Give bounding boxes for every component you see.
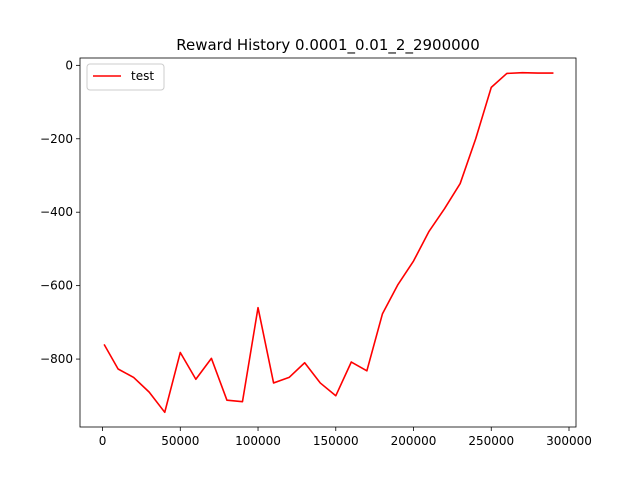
plot-background [80,58,576,427]
y-axis: 0 −200 −400 −600 −800 [40,58,80,366]
x-tick-label: 250000 [468,434,514,448]
y-tick-label: −600 [40,279,73,293]
chart-title: Reward History 0.0001_0.01_2_2900000 [176,36,480,55]
x-tick-label: 200000 [391,434,437,448]
y-tick-label: −200 [40,132,73,146]
x-tick-label: 100000 [235,434,281,448]
x-tick-label: 0 [99,434,107,448]
x-tick-label: 300000 [546,434,592,448]
y-tick-label: 0 [65,58,73,72]
x-tick-label: 150000 [313,434,359,448]
legend-label-test: test [131,69,154,83]
legend: test [86,63,165,91]
x-tick-label: 50000 [161,434,199,448]
x-axis: 0 50000 100000 150000 200000 250000 300000 [99,427,592,448]
legend-box [86,63,165,91]
series-line-test [103,71,554,414]
y-tick-label: −800 [40,352,73,366]
plot-frame [79,57,577,428]
y-tick-label: −400 [40,205,73,219]
